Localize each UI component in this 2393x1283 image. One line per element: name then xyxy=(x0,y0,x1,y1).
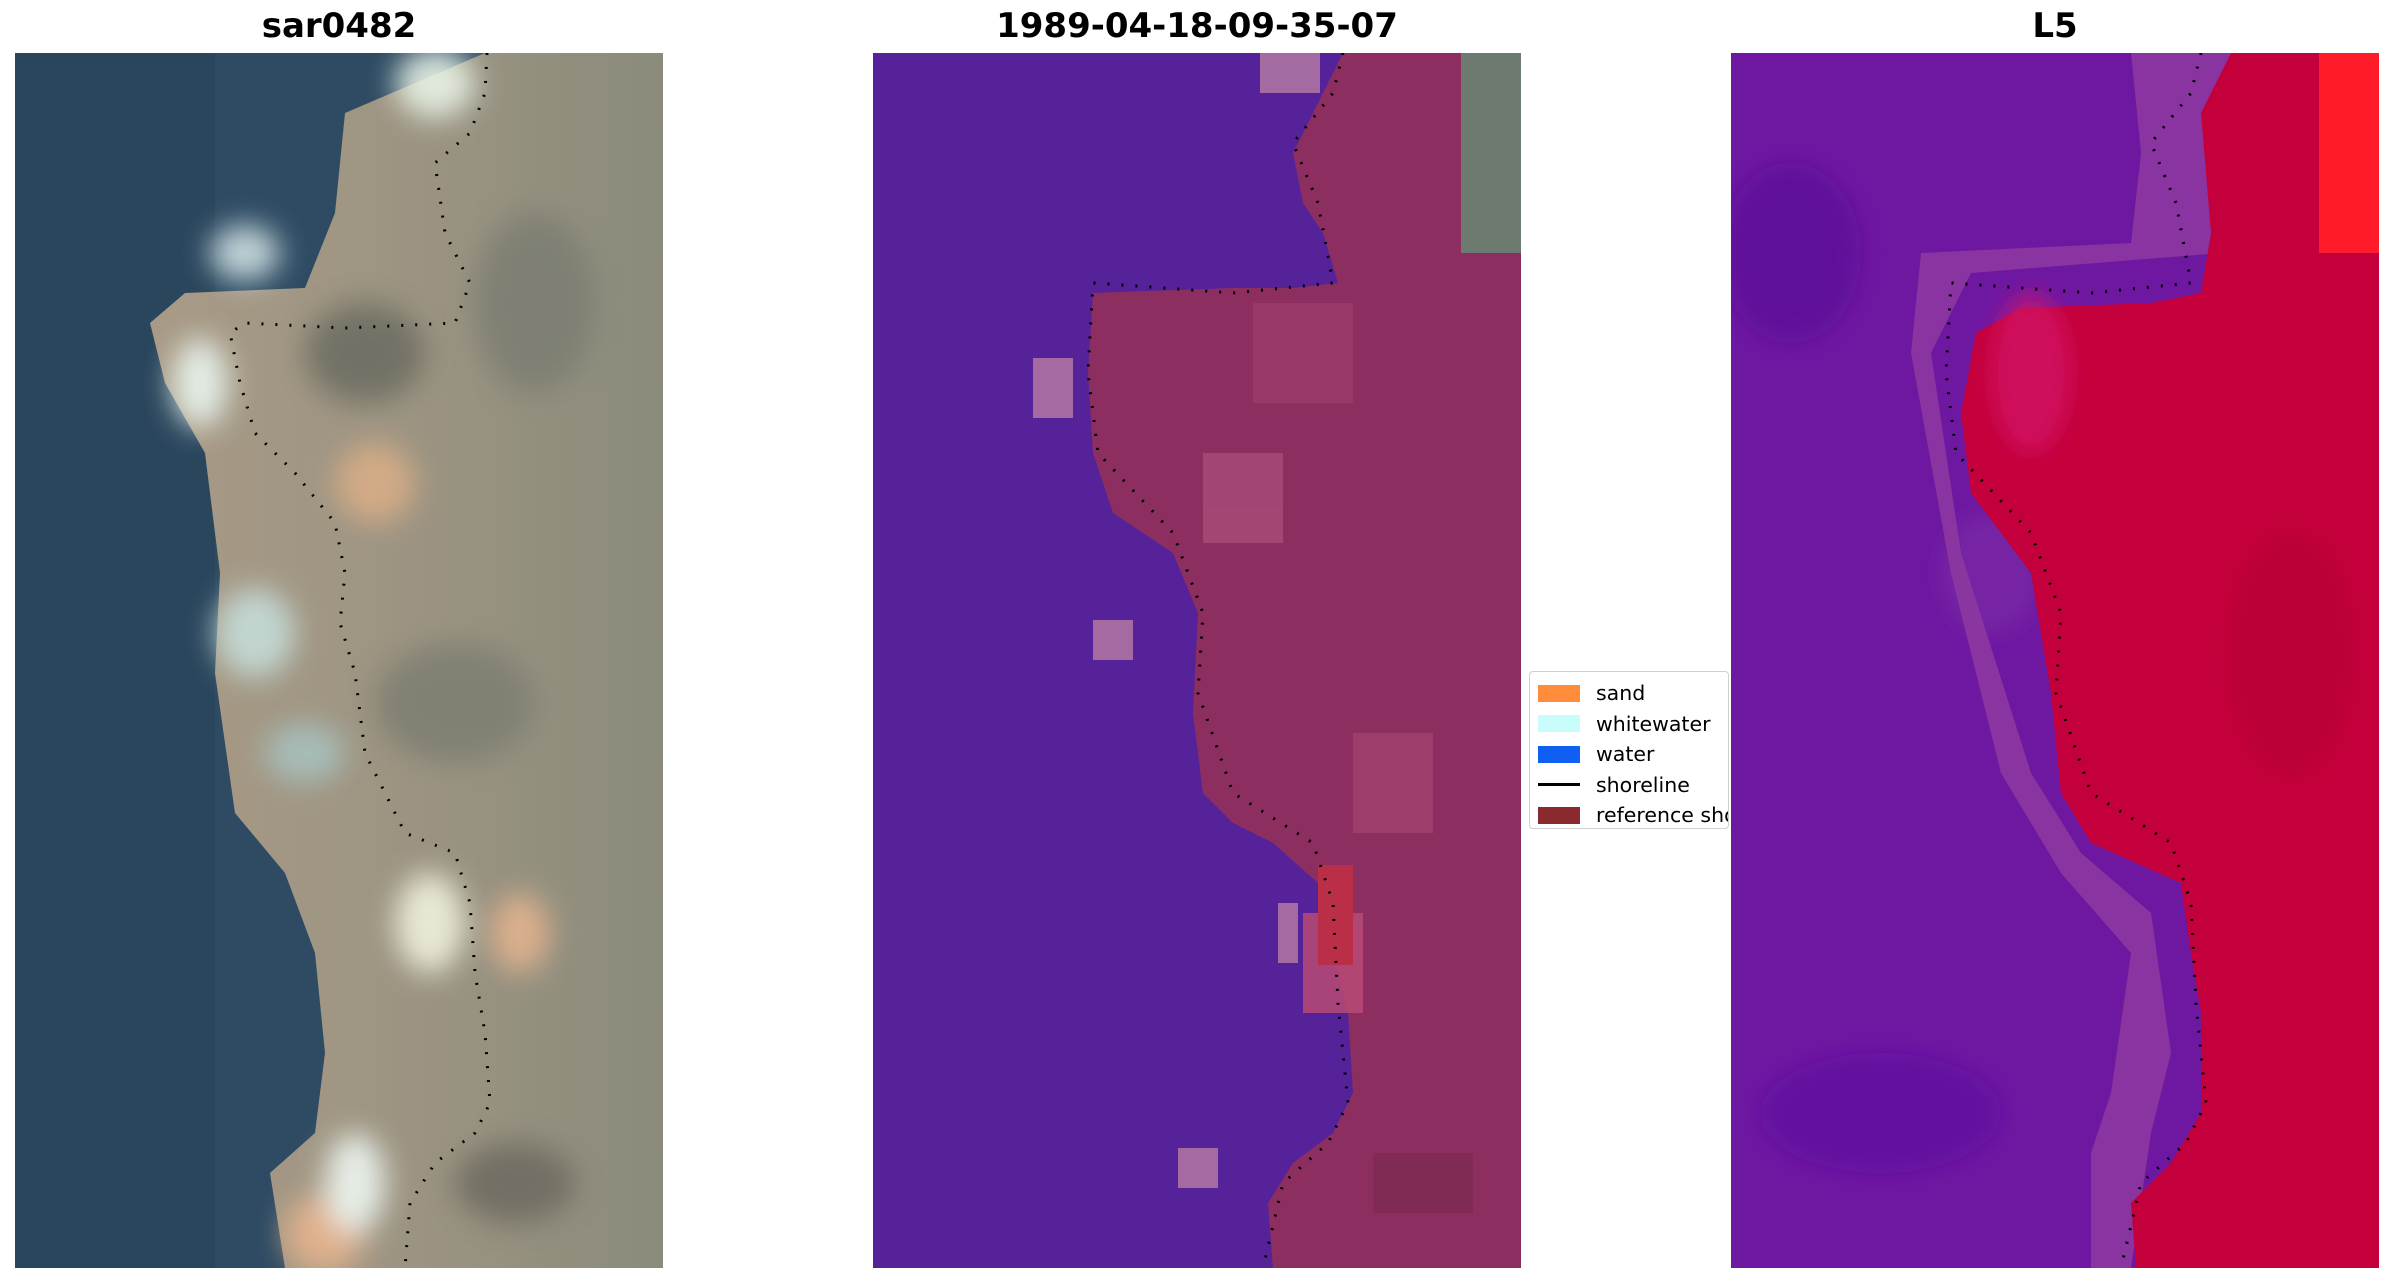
whitewater-swatch xyxy=(1538,715,1580,733)
index-image-panel xyxy=(1731,53,2379,1268)
legend-item-whitewater: whitewater xyxy=(1538,709,1728,740)
legend-item-shoreline: shoreline xyxy=(1538,770,1728,801)
legend-item-sand: sand xyxy=(1538,678,1728,709)
legend: sand whitewater water shoreline referenc… xyxy=(1529,671,1729,829)
water-swatch xyxy=(1538,745,1580,763)
panel-title-classified: 1989-04-18-09-35-07 xyxy=(996,6,1398,46)
legend-item-water: water xyxy=(1538,739,1728,770)
rgb-image-panel xyxy=(15,53,663,1268)
rgb-image xyxy=(15,53,663,1268)
reference-shoreline-swatch xyxy=(1538,806,1580,824)
classified-image xyxy=(873,53,1521,1268)
sand-swatch xyxy=(1538,684,1580,702)
legend-label: shoreline xyxy=(1596,772,1690,797)
shoreline-classified xyxy=(1086,53,1350,1268)
shoreline-swatch xyxy=(1538,783,1580,787)
index-image xyxy=(1731,53,2379,1268)
panel-title-index: L5 xyxy=(2032,6,2078,46)
legend-label: sand xyxy=(1596,681,1646,706)
legend-label: water xyxy=(1596,742,1655,767)
panel-title-rgb: sar0482 xyxy=(261,6,417,46)
classified-image-panel xyxy=(873,53,1521,1268)
legend-label: reference shoreline xyxy=(1596,803,1728,828)
shoreline-index xyxy=(1944,53,2208,1268)
legend-item-reference-shoreline: reference shoreline xyxy=(1538,800,1728,828)
shoreline-rgb xyxy=(228,53,492,1268)
legend-label: whitewater xyxy=(1596,711,1711,736)
